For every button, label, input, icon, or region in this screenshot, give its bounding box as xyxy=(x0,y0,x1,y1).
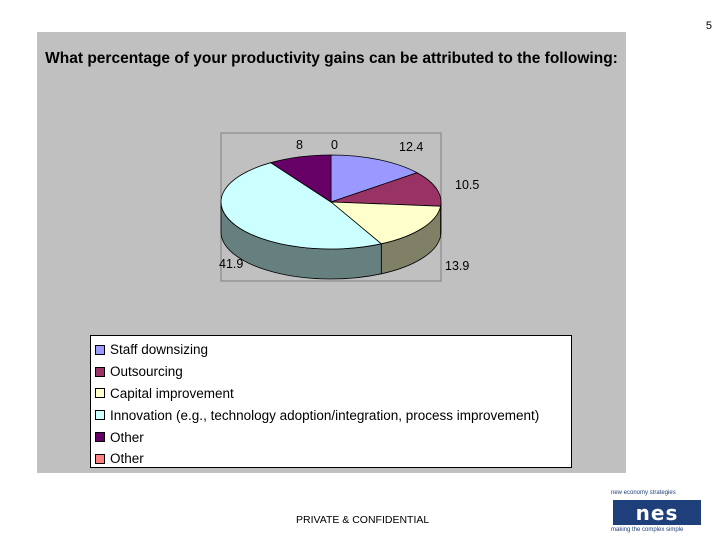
legend-swatch-3 xyxy=(95,388,105,399)
legend-label-6: Other xyxy=(110,451,144,467)
footer-text: PRIVATE & CONFIDENTIAL xyxy=(296,514,430,526)
pie-slice-3 xyxy=(329,201,442,245)
data-label-6: 0 xyxy=(331,138,338,152)
legend-item-4: Innovation (e.g., technology adoption/in… xyxy=(95,404,567,426)
pie-slice-1 xyxy=(330,154,419,203)
legend-item-6: Other xyxy=(95,448,567,470)
pie-chart: 12.4 10.5 13.9 41.9 8 0 xyxy=(219,132,479,282)
legend-item-2: Outsourcing xyxy=(95,361,567,383)
data-label-4: 41.9 xyxy=(219,257,243,271)
legend-swatch-2 xyxy=(95,366,105,377)
legend-swatch-6 xyxy=(95,453,105,464)
legend-swatch-1 xyxy=(95,344,105,355)
data-label-1: 12.4 xyxy=(399,140,423,154)
legend-swatch-5 xyxy=(95,432,105,443)
pie-slice-5 xyxy=(269,154,332,203)
pie-slice-2 xyxy=(330,172,442,207)
legend-label-4: Innovation (e.g., technology adoption/in… xyxy=(110,407,540,423)
legend-label-5: Other xyxy=(110,429,144,445)
logo-letters: nes xyxy=(613,500,701,525)
pie-slice-4 xyxy=(220,162,383,250)
legend-label-1: Staff downsizing xyxy=(110,342,209,358)
page-number: 5 xyxy=(705,20,712,32)
chart-title: What percentage of your productivity gai… xyxy=(45,50,618,67)
logo-tagline-top: new economy strategies xyxy=(611,490,676,496)
data-label-2: 10.5 xyxy=(455,178,479,192)
logo-tagline-bottom: making the complex simple xyxy=(611,527,684,533)
data-label-3: 13.9 xyxy=(445,259,469,273)
data-label-5: 8 xyxy=(296,138,303,152)
legend-label-2: Outsourcing xyxy=(110,364,183,380)
legend-label-3: Capital improvement xyxy=(110,385,234,401)
nes-logo: new economy strategies nes making the co… xyxy=(609,490,711,536)
pie-tops xyxy=(220,154,442,250)
legend-item-1: Staff downsizing xyxy=(95,339,567,361)
legend-item-3: Capital improvement xyxy=(95,383,567,405)
pie-labels: 12.4 10.5 13.9 41.9 8 0 xyxy=(219,138,479,273)
legend-swatch-4 xyxy=(95,410,105,421)
legend: Staff downsizing Outsourcing Capital impro… xyxy=(90,335,572,468)
legend-item-5: Other xyxy=(95,426,567,448)
chart-panel: What percentage of your productivity gai… xyxy=(37,32,626,473)
